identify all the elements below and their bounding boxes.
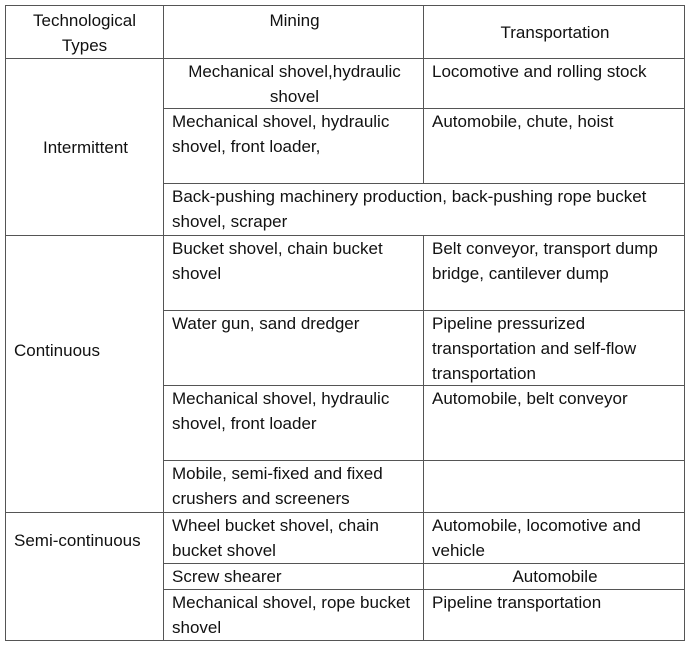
transportation-cell: Automobile (423, 563, 685, 590)
mining-cell: Bucket shovel, chain bucket shovel (163, 235, 424, 311)
header-mining: Mining (163, 5, 424, 59)
transportation-cell: Automobile, locomotive and vehicle (423, 512, 685, 564)
transportation-cell (423, 460, 685, 513)
header-types: Technological Types (5, 5, 164, 59)
mining-cell: Mechanical shovel, hydraulic shovel, fro… (163, 108, 424, 184)
transportation-cell: Belt conveyor, transport dump bridge, ca… (423, 235, 685, 311)
transportation-cell: Pipeline pressurized transportation and … (423, 310, 685, 386)
transportation-cell: Automobile, belt conveyor (423, 385, 685, 461)
type-continuous: Continuous (5, 235, 164, 513)
mining-cell: Water gun, sand dredger (163, 310, 424, 386)
mining-cell: Screw shearer (163, 563, 424, 590)
mining-cell-merged: Back-pushing machinery production, back-… (163, 183, 685, 236)
mining-cell: Mechanical shovel, rope bucket shovel (163, 589, 424, 641)
mining-cell: Wheel bucket shovel, chain bucket shovel (163, 512, 424, 564)
type-intermittent: Intermittent (5, 58, 164, 236)
mining-cell: Mobile, semi-fixed and fixed crushers an… (163, 460, 424, 513)
mining-cell: Mechanical shovel,hydraulic shovel (163, 58, 424, 109)
transportation-cell: Locomotive and rolling stock (423, 58, 685, 109)
type-semi-continuous: Semi-continuous (5, 512, 164, 641)
transportation-cell: Pipeline transportation (423, 589, 685, 641)
mining-cell: Mechanical shovel, hydraulic shovel, fro… (163, 385, 424, 461)
header-transportation: Transportation (423, 5, 685, 59)
transportation-cell: Automobile, chute, hoist (423, 108, 685, 184)
